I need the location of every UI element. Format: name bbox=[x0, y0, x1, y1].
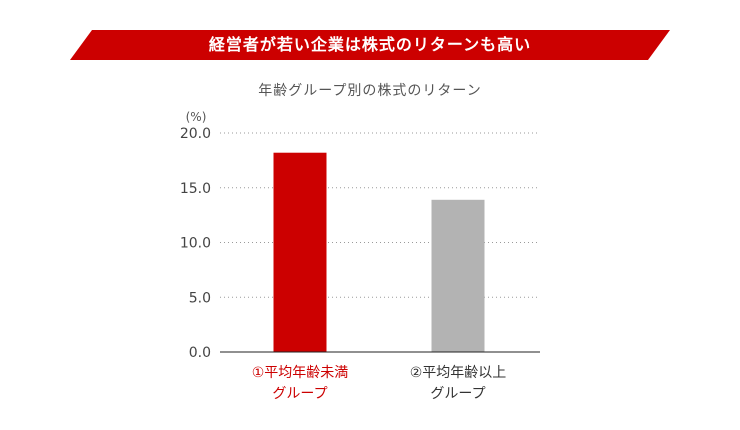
y-tick-label: 15.0 bbox=[180, 181, 211, 197]
category-label: ②平均年齢以上グループ bbox=[410, 365, 507, 402]
y-tick-label: 5.0 bbox=[189, 290, 211, 306]
banner-title: 経営者が若い企業は株式のリターンも高い bbox=[208, 35, 532, 54]
y-tick-label: 20.0 bbox=[180, 126, 211, 142]
chart-subtitle: 年齢グループ別の株式のリターン bbox=[258, 83, 482, 99]
title-banner: 経営者が若い企業は株式のリターンも高い bbox=[0, 0, 740, 72]
y-tick-label: 10.0 bbox=[180, 236, 211, 252]
category-label: ①平均年齢未満グループ bbox=[252, 365, 349, 402]
banner-background bbox=[70, 30, 670, 60]
bar bbox=[273, 152, 327, 352]
bar bbox=[431, 199, 485, 352]
y-axis-unit: (%) bbox=[186, 110, 207, 124]
y-tick-label: 0.0 bbox=[189, 345, 211, 361]
